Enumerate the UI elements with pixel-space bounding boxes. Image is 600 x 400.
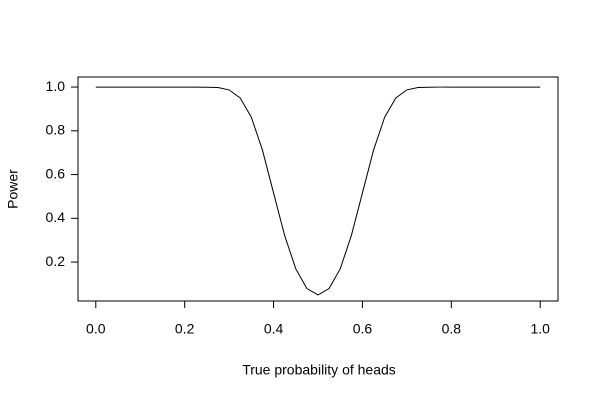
x-tick-label: 1.0: [530, 321, 550, 337]
power-curve: [95, 86, 541, 296]
y-tick-label: 0.6: [46, 165, 66, 181]
x-tick-label: 0.8: [442, 321, 462, 337]
x-tick-label: 0.2: [175, 321, 195, 337]
y-tick-label: 0.4: [46, 209, 66, 225]
plot-box: [77, 76, 559, 302]
y-tick-label: 0.2: [46, 253, 66, 269]
x-tick-label: 0.0: [86, 321, 106, 337]
y-tick-label: 0.8: [46, 122, 66, 138]
y-tick-label: 1.0: [46, 78, 66, 94]
y-axis-title: Power: [5, 169, 21, 209]
x-tick-label: 0.4: [264, 321, 284, 337]
x-tick-label: 0.6: [353, 321, 373, 337]
x-axis-title: True probability of heads: [242, 362, 396, 378]
